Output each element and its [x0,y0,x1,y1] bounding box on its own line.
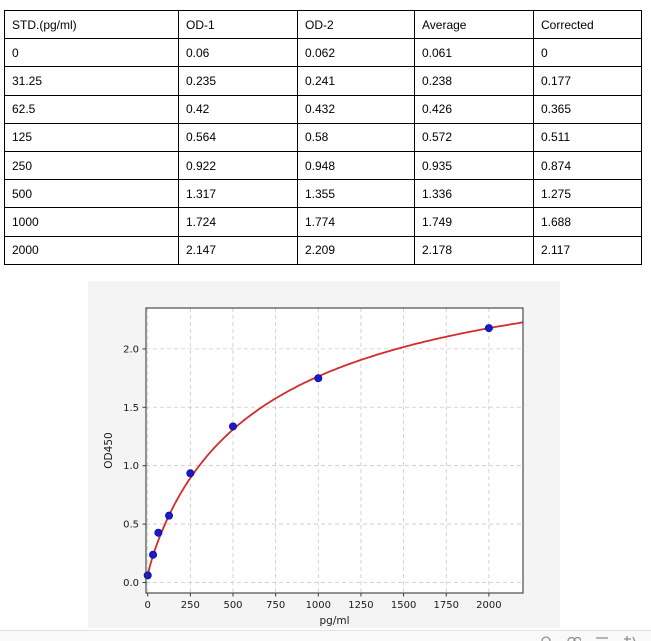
table-cell: 0.235 [178,66,298,96]
table-cell: 1.275 [533,179,642,209]
cropped-icon-d[interactable] [623,633,637,641]
y-tick-label: 1.5 [123,403,139,414]
table-cell: 0.874 [533,150,642,181]
x-tick-label: 750 [266,600,285,611]
table-cell: 1.749 [414,207,534,237]
data-point [165,511,174,520]
table-cell: 1.355 [297,179,415,209]
plot-border [145,307,524,594]
table-cell: 1000 [4,207,179,237]
table-header-cell: Corrected [533,9,642,40]
table-cell: 1.774 [297,207,415,237]
standard-curve-figure: 0 250 500 750 1000 1250 1500 1750 2000 0.0 0.5 1.0 1… [88,281,560,628]
table-cell: 0.241 [297,66,415,96]
plot-area [146,308,523,593]
data-point [228,422,237,431]
table-cell: 0.177 [533,66,642,96]
table-cell: 0.06 [178,38,298,68]
table-cell: 0.935 [414,150,534,181]
table-row: 1000 1.724 1.774 1.749 1.688 [4,207,642,237]
table-cell: 0.948 [297,150,415,181]
table-cell: 2.117 [533,235,642,265]
x-axis-label: pg/ml [319,615,349,627]
y-tick-label: 0.5 [123,520,139,531]
cropped-icon-b[interactable] [567,633,581,641]
table-row: 0 0.06 0.062 0.061 0 [4,38,642,68]
y-axis-label: OD450 [103,432,115,468]
cropped-icon-a[interactable] [539,633,553,641]
table-cell: 2.209 [297,235,415,265]
table-cell: 0.432 [297,94,415,124]
table-row: 125 0.564 0.58 0.572 0.511 [4,122,642,152]
x-tick-label: 0 [145,600,151,611]
x-tick-label: 500 [223,600,242,611]
table-header-row: STD.(pg/ml) OD-1 OD-2 Average Corrected [4,9,642,40]
table-cell: 1.688 [533,207,642,237]
table-cell: 0.426 [414,94,534,124]
data-point [154,528,163,537]
table-cell: 0.061 [414,38,534,68]
table-cell: 1.724 [178,207,298,237]
x-tick-label: 1250 [348,600,373,611]
table-cell: 250 [4,150,179,181]
table-header-cell: STD.(pg/ml) [4,9,179,40]
x-tick-label: 2000 [476,600,501,611]
table-cell: 0.365 [533,94,642,124]
y-tick-label: 0.0 [123,578,139,589]
standards-table: STD.(pg/ml) OD-1 OD-2 Average Corrected 0 0.0… [4,9,642,265]
x-tick-label: 1000 [306,600,331,611]
table-cell: 2.178 [414,235,534,265]
table-cell: 0.572 [414,122,534,152]
table-row: 2000 2.147 2.209 2.178 2.117 [4,235,642,265]
data-point [149,550,158,559]
data-point [484,324,493,333]
table-cell: 0 [533,38,642,68]
table-cell: 2.147 [178,235,298,265]
y-tick-label: 1.0 [123,461,139,472]
table-cell: 0.062 [297,38,415,68]
table-cell: 1.336 [414,179,534,209]
data-point [143,571,152,580]
table-cell: 0 [4,38,179,68]
bottom-bar [0,630,651,641]
table-cell: 62.5 [4,94,179,124]
table-cell: 2000 [4,235,179,265]
table-cell: 500 [4,179,179,209]
x-tick-label: 1750 [434,600,459,611]
table-cell: 0.58 [297,122,415,152]
table-cell: 0.564 [178,122,298,152]
table-header-cell: Average [414,9,534,40]
table-row: 31.25 0.235 0.241 0.238 0.177 [4,66,642,96]
table-cell: 0.922 [178,150,298,181]
fit-curve-line [146,321,524,576]
standard-curve-chart: 0 250 500 750 1000 1250 1500 1750 2000 0.0 0.5 1.0 1… [103,307,524,627]
table-cell: 0.238 [414,66,534,96]
data-point [314,374,323,383]
table-row: 500 1.317 1.355 1.336 1.275 [4,179,642,209]
table-row: 62.5 0.42 0.432 0.426 0.365 [4,94,642,124]
x-tick-label: 250 [181,600,200,611]
x-tick-label: 1500 [391,600,416,611]
y-tick-label: 2.0 [123,344,139,355]
data-point [186,469,195,478]
table-cell: 125 [4,122,179,152]
table-header-cell: OD-2 [297,9,415,40]
table-header-cell: OD-1 [178,9,298,40]
table-cell: 0.511 [533,122,642,152]
table-cell: 1.317 [178,179,298,209]
cropped-icon-c[interactable] [595,633,609,641]
table-cell: 31.25 [4,66,179,96]
table-row: 250 0.922 0.948 0.935 0.874 [4,150,642,181]
table-cell: 0.42 [178,94,298,124]
